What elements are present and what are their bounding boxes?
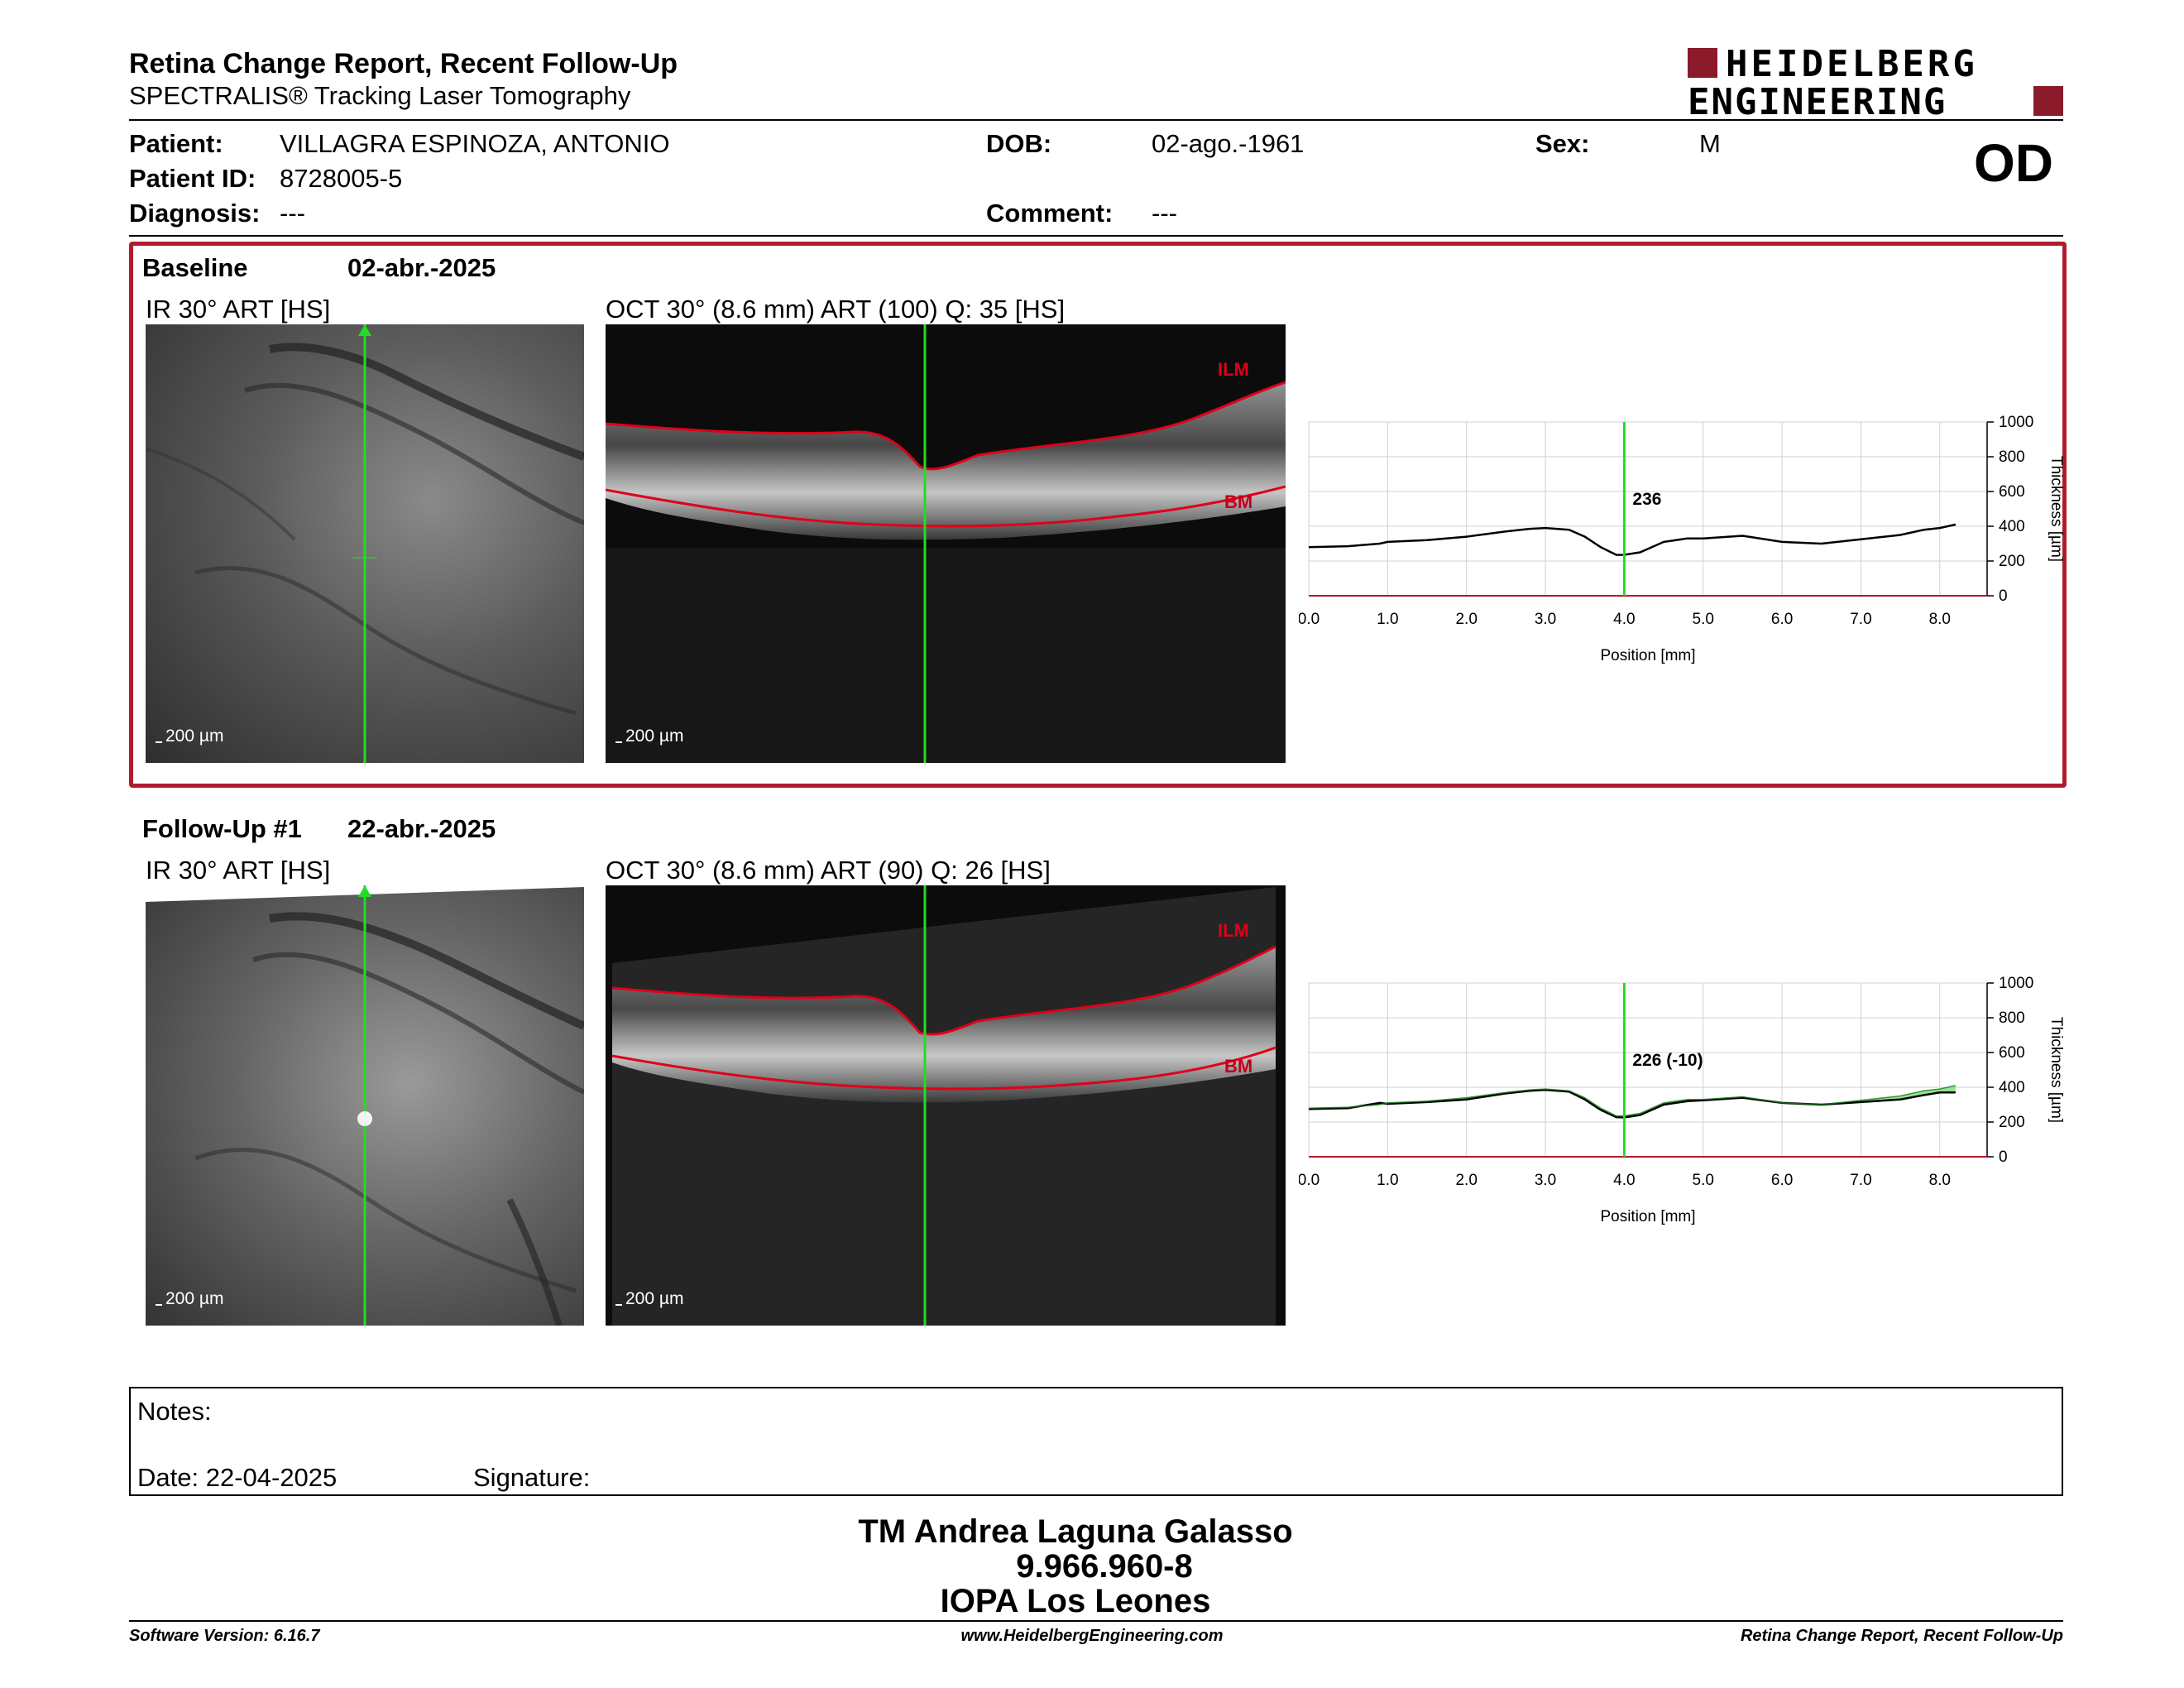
footer-url[interactable]: www.HeidelbergEngineering.com [960,1627,1224,1645]
x-axis-label: Position [mm] [1600,1208,1695,1225]
comment-label: Comment: [986,199,1114,228]
notes-label: Notes: [137,1397,212,1426]
followup-ilm-label: ILM [1218,920,1249,941]
x-tick-label: 5.0 [1693,1172,1714,1189]
report-title: Retina Change Report, Recent Follow-Up [129,48,678,79]
followup-bm-label: BM [1224,1056,1253,1077]
sex-label: Sex: [1535,129,1590,158]
followup-thickness-chart: 0.0 1.0 2.0 3.0 4.0 5.0 6.0 7.0 8.0 0 200 400 600 800… [1299,975,2065,1225]
followup-oct-image[interactable]: ILM BM 200 µm [606,885,1286,1326]
followup-oct-label: OCT 30° (8.6 mm) ART (90) Q: 26 [HS] [606,856,1051,885]
y-tick-label: 400 [1999,1079,2025,1096]
x-tick-label: 4.0 [1613,1172,1635,1189]
y-axis-label: Thickness [µm] [2048,456,2065,562]
followup-date: 22-abr.-2025 [347,814,496,843]
followup-ir-scale: 200 µm [155,1289,224,1308]
y-tick-label: 1000 [1999,414,2033,431]
signature-label: Signature: [473,1463,591,1492]
baseline-ir-image[interactable]: 200 µm [146,324,584,763]
comment-value: --- [1152,199,1177,228]
x-tick-label: 6.0 [1771,611,1793,628]
baseline-date: 02-abr.-2025 [347,253,496,282]
x-tick-label: 1.0 [1377,611,1398,628]
y-tick-label: 1000 [1999,975,2033,992]
followup-ir-label: IR 30° ART [HS] [146,856,331,885]
report-subtitle: SPECTRALIS® Tracking Laser Tomography [129,81,631,110]
x-axis-label: Position [mm] [1600,647,1695,664]
x-tick-label: 8.0 [1929,1172,1951,1189]
followup-ir-image[interactable]: 200 µm [146,885,584,1326]
diagnosis-value: --- [280,199,305,228]
baseline-ir-scale: 200 µm [155,727,224,746]
x-tick-label: 7.0 [1850,611,1871,628]
x-tick-label: 2.0 [1455,611,1477,628]
y-tick-label: 200 [1999,553,2025,570]
y-tick-label: 200 [1999,1114,2025,1131]
x-tick-label: 2.0 [1455,1172,1477,1189]
x-tick-label: 0.0 [1299,1172,1320,1189]
y-tick-label: 600 [1999,483,2025,501]
signer-org: IOPA Los Leones [940,1583,1211,1619]
followup-label: Follow-Up #1 [142,814,302,843]
patient-id: 8728005-5 [280,164,403,193]
signer-name: TM Andrea Laguna Galasso [858,1513,1293,1550]
patient-id-label: Patient ID: [129,164,256,193]
x-tick-label: 3.0 [1535,611,1556,628]
x-tick-label: 4.0 [1613,611,1635,628]
footer-report-name: Retina Change Report, Recent Follow-Up [1740,1627,2063,1645]
patient-name: VILLAGRA ESPINOZA, ANTONIO [280,129,670,158]
signer-id: 9.966.960-8 [1016,1548,1193,1585]
baseline-label: Baseline [142,253,248,282]
followup-oct-scale: 200 µm [615,1289,684,1308]
patient-label: Patient: [129,129,223,158]
x-tick-label: 8.0 [1929,611,1951,628]
y-tick-label: 400 [1999,518,2025,535]
y-tick-label: 0 [1999,1149,2008,1166]
y-tick-label: 800 [1999,448,2025,466]
dob-label: DOB: [986,129,1052,158]
y-tick-label: 0 [1999,587,2008,605]
eye-label: OD [1974,133,2053,193]
software-version: Software Version: 6.16.7 [129,1627,320,1645]
baseline-ilm-label: ILM [1218,359,1249,380]
y-tick-label: 600 [1999,1044,2025,1062]
baseline-oct-label: OCT 30° (8.6 mm) ART (100) Q: 35 [HS] [606,295,1066,324]
sex-value: M [1699,129,1721,158]
x-tick-label: 0.0 [1299,611,1320,628]
marker-value-label: 236 [1632,490,1661,509]
heidelberg-logo: HEIDELBERG ENGINEERING [1688,43,2068,123]
signer-block: TM Andrea Laguna Galasso 9.966.960-8 IOP… [0,1514,2184,1618]
x-tick-label: 3.0 [1535,1172,1556,1189]
marker-value-label: 226 (-10) [1632,1051,1703,1070]
baseline-reference-line [1308,1085,1956,1117]
baseline-section [129,242,2067,788]
notes-date: Date: 22-04-2025 [137,1463,338,1492]
notes-box[interactable]: Notes: Date: 22-04-2025 Signature: [129,1387,2063,1496]
x-tick-label: 7.0 [1850,1172,1871,1189]
baseline-oct-scale: 200 µm [615,727,684,746]
thickness-line [1308,1088,1956,1119]
x-tick-label: 1.0 [1377,1172,1398,1189]
x-tick-label: 5.0 [1693,611,1714,628]
y-tick-label: 800 [1999,1009,2025,1027]
y-axis-label: Thickness [µm] [2048,1017,2065,1123]
baseline-thickness-chart: 0.0 1.0 2.0 3.0 4.0 5.0 6.0 7.0 8.0 0 200 400 600 800… [1299,414,2065,664]
baseline-oct-image[interactable]: ILM BM 200 µm [606,324,1286,763]
dob-value: 02-ago.-1961 [1152,129,1305,158]
x-tick-label: 6.0 [1771,1172,1793,1189]
baseline-ir-label: IR 30° ART [HS] [146,295,331,324]
diagnosis-label: Diagnosis: [129,199,261,228]
thickness-line [1308,523,1956,556]
baseline-bm-label: BM [1224,492,1253,512]
